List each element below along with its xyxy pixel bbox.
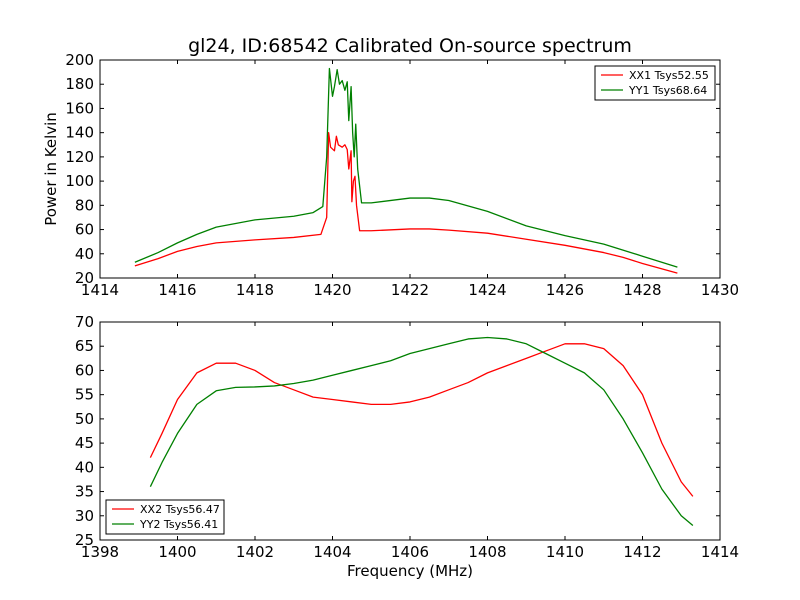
x-tick-label: 1428 [623, 281, 661, 299]
y-tick-label: 40 [75, 245, 94, 263]
y-tick-label: 40 [75, 458, 94, 476]
chart-panel-2: 1398 1400 1402 1404 1406 1408 1410 1412 1414 25 30… [75, 313, 739, 580]
x-tick-label: 1412 [623, 543, 661, 561]
legend-label: XX1 Tsys52.55 [629, 69, 709, 82]
y-axis-label: Power in Kelvin [42, 112, 60, 226]
x-tick-label: 1400 [158, 543, 196, 561]
series-line-2 [134, 67, 678, 268]
chart-title: gl24, ID:68542 Calibrated On-source spec… [188, 35, 632, 57]
series-line-2 [149, 336, 694, 526]
x-tick-label: 1418 [236, 281, 274, 299]
y-tick-label: 65 [75, 337, 94, 355]
legend-label: XX2 Tsys56.47 [140, 503, 220, 516]
chart-panels: 1414 1416 1418 1420 1422 1424 1426 1428 1430 20 40… [42, 35, 739, 580]
legend-box [105, 499, 225, 535]
y-tick-label: 25 [75, 531, 94, 549]
y-tick-label: 120 [65, 148, 94, 166]
series-line-1 [149, 343, 694, 497]
legend-box [594, 65, 716, 101]
y-tick-label: 60 [75, 361, 94, 379]
x-tick-label: 1420 [313, 281, 351, 299]
y-tick-label: 30 [75, 507, 94, 525]
x-tick-label: 1414 [81, 281, 119, 299]
x-tick-label: 1414 [701, 543, 739, 561]
legend-label: YY1 Tsys68.64 [628, 84, 707, 97]
x-tick-label: 1410 [546, 543, 584, 561]
x-tick-label: 1422 [391, 281, 429, 299]
y-tick-label: 200 [65, 51, 94, 69]
legend: XX2 Tsys56.47 YY2 Tsys56.41 [105, 499, 225, 535]
x-tick-label: 1416 [158, 281, 196, 299]
y-tick-label: 80 [75, 196, 94, 214]
x-tick-label: 1398 [81, 543, 119, 561]
chart-panel-1: 1414 1416 1418 1420 1422 1424 1426 1428 1430 20 40… [42, 35, 739, 299]
x-tick-label: 1408 [468, 543, 506, 561]
x-tick-label: 1406 [391, 543, 429, 561]
x-tick-label: 1402 [236, 543, 274, 561]
y-tick-label: 100 [65, 172, 94, 190]
x-tick-label: 1430 [701, 281, 739, 299]
x-axis-label: Frequency (MHz) [347, 562, 473, 580]
y-tick-label: 70 [75, 313, 94, 331]
legend-label: YY2 Tsys56.41 [139, 518, 218, 531]
y-tick-label: 20 [75, 269, 94, 287]
y-tick-label: 160 [65, 99, 94, 117]
y-tick-label: 55 [75, 386, 94, 404]
y-tick-label: 140 [65, 124, 94, 142]
y-tick-label: 35 [75, 483, 94, 501]
y-tick-label: 60 [75, 221, 94, 239]
y-tick-label: 180 [65, 75, 94, 93]
x-tick-label: 1426 [546, 281, 584, 299]
series-line-1 [134, 132, 678, 274]
legend: XX1 Tsys52.55 YY1 Tsys68.64 [594, 65, 716, 101]
y-tick-label: 50 [75, 410, 94, 428]
x-tick-label: 1404 [313, 543, 351, 561]
x-tick-label: 1424 [468, 281, 506, 299]
y-tick-label: 45 [75, 434, 94, 452]
